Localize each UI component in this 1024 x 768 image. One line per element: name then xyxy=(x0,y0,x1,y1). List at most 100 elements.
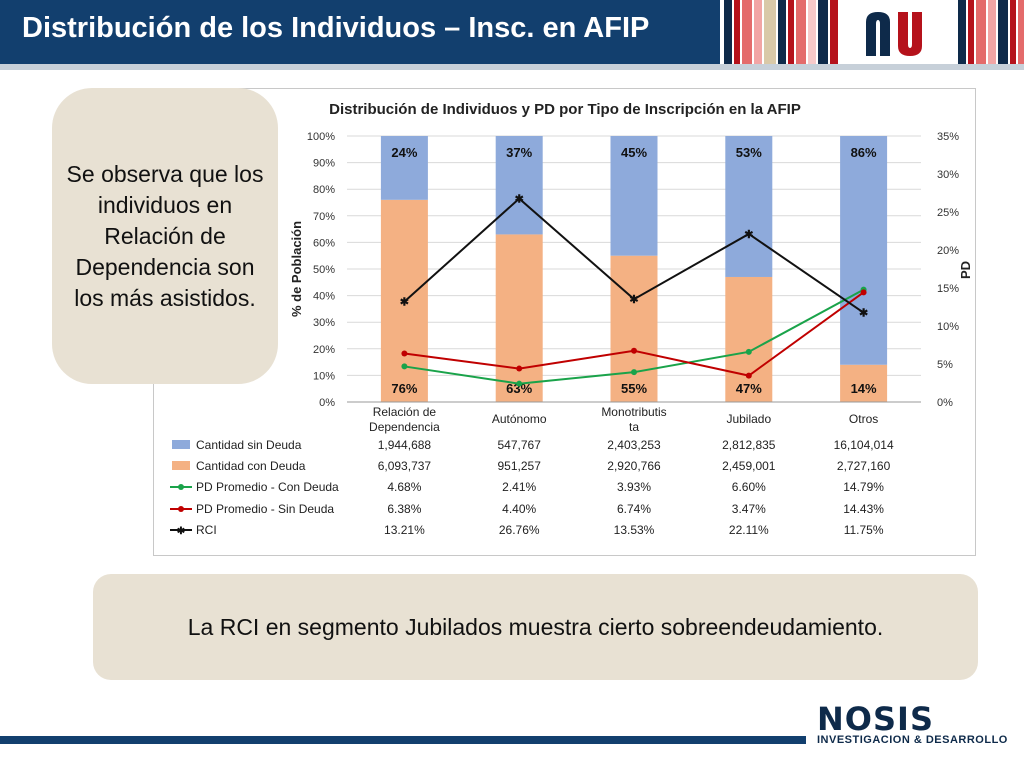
table-cell: 4.40% xyxy=(502,502,536,516)
line-rci xyxy=(403,197,865,314)
bar-label-sin-deuda: 37% xyxy=(506,145,532,160)
point-con-deuda xyxy=(745,348,752,355)
y2-axis-label: PD xyxy=(958,261,973,279)
table-cell: 2.41% xyxy=(502,480,536,494)
y2-tick-label: 30% xyxy=(937,169,959,181)
y2-tick-label: 10% xyxy=(937,321,959,333)
conclusion-text: La RCI en segmento Jubilados muestra cie… xyxy=(187,613,884,640)
bar-con-deuda xyxy=(840,364,888,402)
point-rci: ✱ xyxy=(859,308,868,320)
table-cell: 2,459,001 xyxy=(722,459,776,473)
title-bar: Distribución de los Individuos – Insc. e… xyxy=(0,0,720,64)
table-row-name: PD Promedio - Sin Deuda xyxy=(196,502,334,516)
x-category-label: Monotributis xyxy=(601,405,666,419)
x-category-label: Jubilado xyxy=(726,412,771,426)
point-sin-deuda xyxy=(516,365,523,372)
brand-tagline: INVESTIGACION & DESARROLLO xyxy=(817,734,1008,746)
point-rci: ✱ xyxy=(629,294,638,306)
bar-label-con-deuda: 76% xyxy=(391,381,417,396)
chart-svg: Distribución de Individuos y PD por Tipo… xyxy=(170,101,973,537)
bar-sin-deuda xyxy=(725,136,773,277)
bar-label-con-deuda: 14% xyxy=(851,381,877,396)
table-cell: 2,727,160 xyxy=(837,459,891,473)
x-category-label: Relación de xyxy=(373,405,437,419)
x-category-label: Dependencia xyxy=(369,420,440,434)
bar-con-deuda xyxy=(725,276,773,402)
header-stripes-left xyxy=(724,0,844,64)
y2-tick-label: 25% xyxy=(937,207,959,219)
y-tick-label: 0% xyxy=(319,397,335,409)
bar-label-sin-deuda: 24% xyxy=(391,145,417,160)
chart-title: Distribución de Individuos y PD por Tipo… xyxy=(329,101,801,118)
point-con-deuda xyxy=(631,369,637,376)
y-tick-label: 100% xyxy=(307,131,335,143)
chart-container: Distribución de Individuos y PD por Tipo… xyxy=(153,88,976,556)
x-category-label: Autónomo xyxy=(492,412,547,426)
point-con-deuda xyxy=(516,380,523,387)
bar-sin-deuda xyxy=(495,136,543,235)
legend-marker xyxy=(178,484,184,490)
y-tick-label: 70% xyxy=(313,211,335,223)
brand-footer: NOSIS INVESTIGACION & DESARROLLO xyxy=(817,700,1007,750)
y-axis-label: % de Población xyxy=(289,221,304,317)
point-sin-deuda xyxy=(631,347,637,354)
table-cell: 6.38% xyxy=(387,502,421,516)
legend-marker xyxy=(178,506,184,512)
y2-tick-label: 15% xyxy=(937,283,959,295)
x-category-label: Otros xyxy=(849,412,878,426)
y2-tick-label: 5% xyxy=(937,359,953,371)
bar-sin-deuda xyxy=(840,136,888,365)
header-stripes-right xyxy=(958,0,1024,64)
table-cell: 26.76% xyxy=(499,523,540,537)
table-cell: 2,403,253 xyxy=(607,438,661,452)
y-tick-label: 90% xyxy=(313,158,335,170)
table-cell: 14.79% xyxy=(843,480,884,494)
brand-name: NOSIS xyxy=(817,700,934,738)
bar-label-sin-deuda: 86% xyxy=(851,145,877,160)
slide-title: Distribución de los Individuos – Insc. e… xyxy=(22,12,650,44)
y-tick-label: 60% xyxy=(313,237,335,249)
header-divider xyxy=(0,64,1024,70)
table-row-name: Cantidad sin Deuda xyxy=(196,438,302,452)
y-tick-label: 20% xyxy=(313,344,335,356)
table-cell: 3.47% xyxy=(732,502,766,516)
conclusion-box: La RCI en segmento Jubilados muestra cie… xyxy=(93,574,978,680)
y-tick-label: 40% xyxy=(313,291,335,303)
footer-bar xyxy=(0,736,806,744)
table-row-name: Cantidad con Deuda xyxy=(196,459,306,473)
y-tick-label: 50% xyxy=(313,264,335,276)
table-cell: 11.75% xyxy=(844,523,884,537)
table-cell: 14.43% xyxy=(843,502,884,516)
bar-label-con-deuda: 47% xyxy=(736,381,762,396)
legend-swatch xyxy=(172,440,190,449)
point-rci: ✱ xyxy=(400,297,409,309)
y-tick-label: 30% xyxy=(313,317,335,329)
bar-label-con-deuda: 63% xyxy=(506,381,532,396)
table-cell: 16,104,014 xyxy=(834,438,894,452)
y-tick-label: 10% xyxy=(313,370,335,382)
point-rci: ✱ xyxy=(515,194,524,206)
table-cell: 3.93% xyxy=(617,480,651,494)
bar-sin-deuda xyxy=(380,136,428,200)
point-sin-deuda xyxy=(745,372,752,379)
table-cell: 13.21% xyxy=(384,523,425,537)
bar-con-deuda xyxy=(495,234,543,402)
y2-tick-label: 35% xyxy=(937,131,959,143)
table-cell: 547,767 xyxy=(498,438,542,452)
legend-swatch xyxy=(172,461,190,470)
legend-marker: ✱ xyxy=(177,526,186,537)
table-cell: 6.60% xyxy=(732,480,766,494)
table-cell: 1,944,688 xyxy=(378,438,432,452)
y2-tick-label: 20% xyxy=(937,245,959,257)
bar-label-con-deuda: 55% xyxy=(621,381,647,396)
table-cell: 6.74% xyxy=(617,502,651,516)
y2-tick-label: 0% xyxy=(937,397,953,409)
table-cell: 951,257 xyxy=(498,459,542,473)
x-category-label: ta xyxy=(629,420,639,434)
table-cell: 13.53% xyxy=(614,523,655,537)
point-sin-deuda xyxy=(860,289,867,296)
brand-logo-icon xyxy=(866,12,922,56)
table-row-name: RCI xyxy=(196,523,217,537)
point-sin-deuda xyxy=(401,350,408,357)
table-row-name: PD Promedio - Con Deuda xyxy=(196,480,339,494)
